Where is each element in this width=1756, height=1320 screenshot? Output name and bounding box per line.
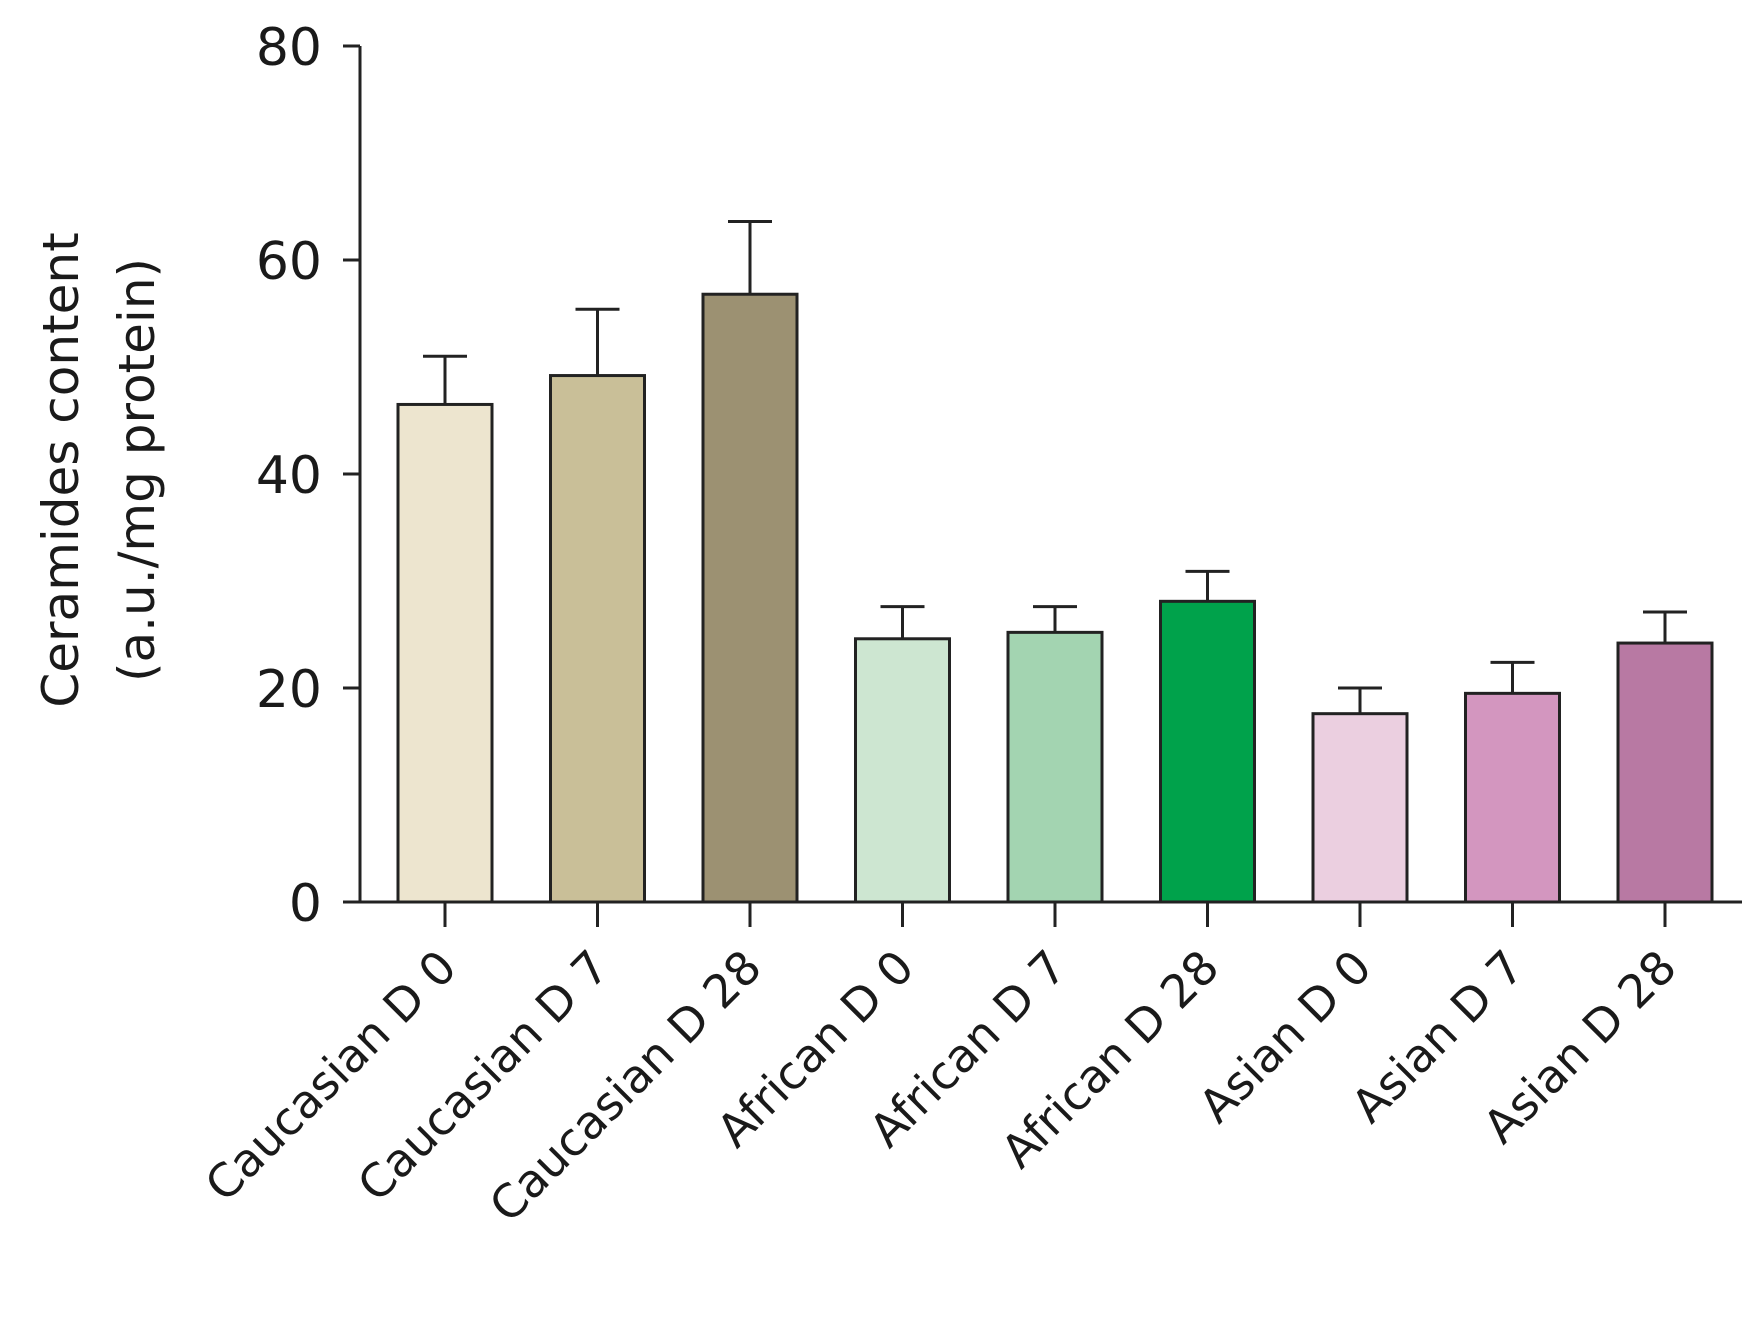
y-tick-label: 20 [256,660,322,720]
error-bar [1490,660,1535,694]
error-bar [880,605,925,639]
bar [1006,630,1104,904]
bar [1311,712,1409,904]
bar [1159,599,1256,904]
error-bar [575,307,620,376]
y-axis-label-line-1: Ceramides content [32,232,90,707]
y-tick-label: 0 [289,874,322,934]
error-bar [1033,605,1077,633]
error-bar [423,354,467,405]
bar [396,402,494,904]
bar [549,374,646,904]
y-axis-label-line-2: (a.u./mg protein) [108,258,166,682]
y-tick-label: 60 [256,232,322,292]
bar [854,637,951,904]
x-tick-label: Caucasian D 28 [479,940,772,1233]
y-tick-label: 40 [256,446,322,506]
error-bar [1338,686,1382,714]
error-bars [423,219,1687,714]
bar [1616,641,1714,904]
bars [396,292,1714,904]
x-axis-ticks [443,902,1667,927]
y-axis-label: Ceramides content (a.u./mg protein) [32,232,166,707]
error-bar [1643,610,1687,644]
error-bar [728,219,772,295]
y-tick-label: 80 [256,18,322,78]
y-axis-ticks: 0 20 40 60 80 [256,18,360,934]
error-bar [1185,569,1230,602]
bar [701,292,799,904]
bar [1464,691,1561,904]
